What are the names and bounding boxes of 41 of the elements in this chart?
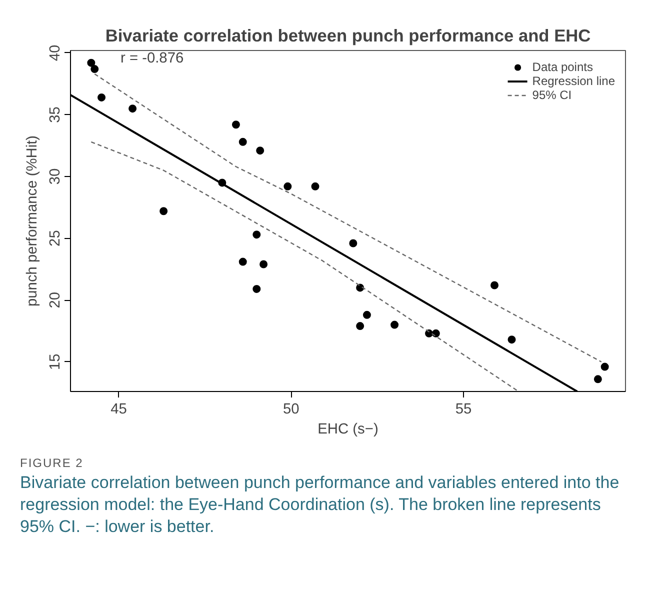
point bbox=[238, 258, 247, 266]
point bbox=[232, 120, 240, 129]
legend-label: Regression line bbox=[532, 74, 615, 88]
point bbox=[356, 322, 364, 330]
chart-title: Bivariate correlation between punch performance and EHC bbox=[105, 26, 592, 46]
point bbox=[490, 281, 499, 290]
y-tick-label: 20 bbox=[48, 292, 64, 308]
x-tick-label: 45 bbox=[110, 402, 127, 418]
y-tick-label: 40 bbox=[48, 44, 64, 62]
line-series bbox=[90, 141, 520, 392]
x-axis-title: EHC (s−) bbox=[318, 422, 378, 438]
point bbox=[311, 182, 320, 190]
point bbox=[160, 207, 168, 216]
point bbox=[90, 65, 99, 74]
legend-label: 95% CI bbox=[532, 88, 572, 102]
y-tick-label: 25 bbox=[48, 230, 64, 246]
point bbox=[252, 230, 261, 239]
text: Bivariate correlation between punch performance and variables entered into the regression model: the Eye-Hand Coordination (s). The broken line represents 95% CI. −: lower is better. bbox=[20, 472, 620, 538]
point bbox=[362, 310, 371, 319]
point bbox=[128, 104, 137, 113]
annotation: r = -0.876 bbox=[120, 50, 184, 66]
point bbox=[349, 239, 358, 248]
point bbox=[87, 58, 96, 67]
y-tick-label: 30 bbox=[48, 168, 64, 185]
point bbox=[600, 362, 609, 371]
y-axis-title: punch performance (%Hit) bbox=[24, 135, 40, 307]
point bbox=[390, 320, 399, 329]
y-tick-label: 15 bbox=[48, 354, 64, 370]
point bbox=[98, 93, 106, 102]
point bbox=[508, 336, 516, 344]
point bbox=[594, 375, 602, 384]
point bbox=[256, 146, 264, 155]
x-tick-label: 55 bbox=[455, 402, 472, 418]
x-tick-label: 50 bbox=[282, 402, 300, 418]
y-tick-label: 35 bbox=[48, 106, 64, 123]
point bbox=[284, 182, 292, 190]
point bbox=[252, 284, 261, 293]
caption: FIGURE 2 bbox=[20, 455, 84, 472]
point bbox=[238, 138, 247, 146]
point bbox=[260, 260, 268, 268]
legend-label: Data points bbox=[532, 60, 593, 74]
